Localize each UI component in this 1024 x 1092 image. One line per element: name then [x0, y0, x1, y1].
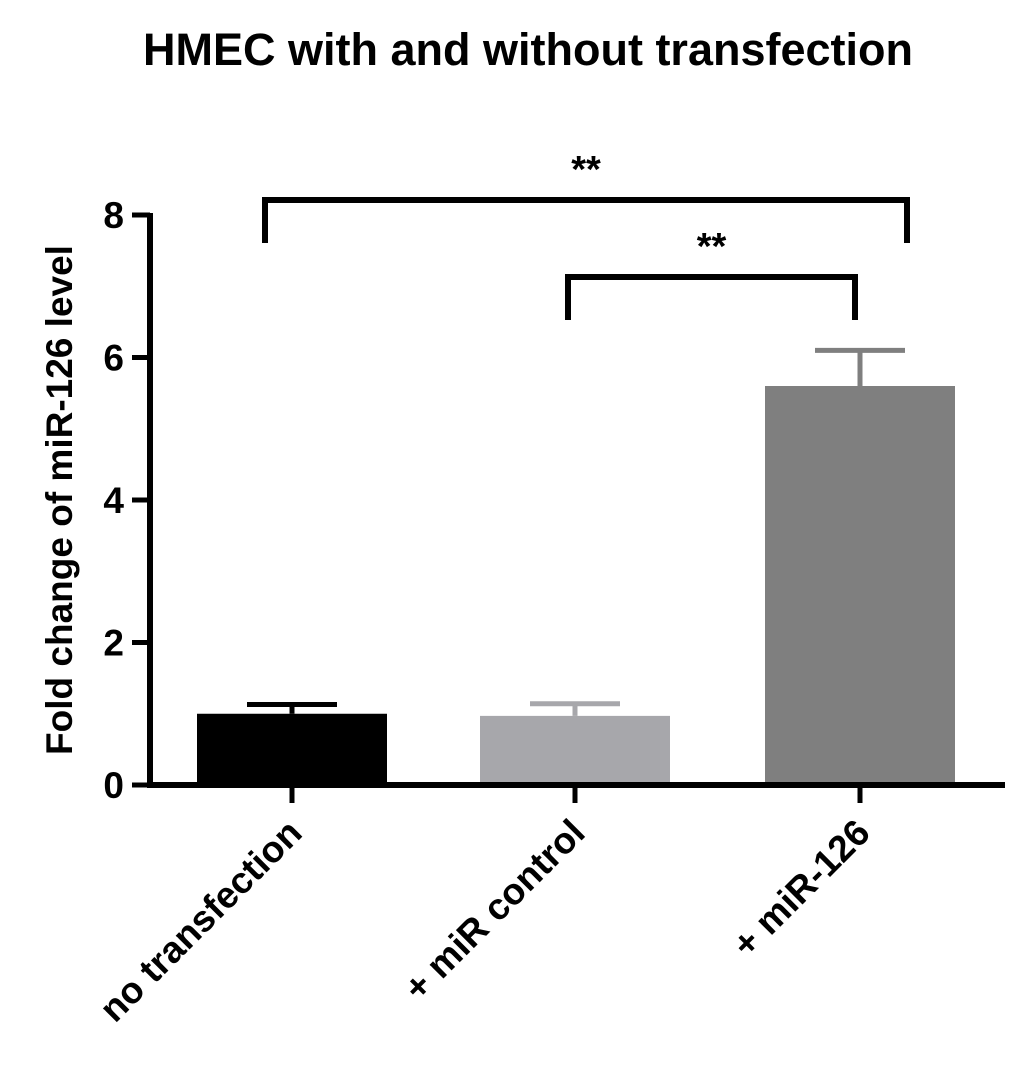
x-tick-label-2: + miR-126	[724, 812, 877, 965]
y-tick-label-3: 6	[103, 338, 124, 379]
y-tick-label-2: 4	[103, 480, 124, 521]
y-tick-label-1: 2	[103, 623, 124, 664]
y-tick-label-4: 8	[103, 195, 124, 236]
plot-area: 0 2 4 6 8 no transfection + miR control + miR-1…	[92, 149, 1005, 1030]
bar-3	[765, 386, 955, 785]
chart-title: HMEC with and without transfection	[143, 24, 913, 75]
y-axis-label: Fold change of miR-126 level	[39, 245, 80, 755]
significance-bracket-2	[565, 274, 858, 320]
x-tick-label-1: + miR control	[396, 812, 593, 1009]
bar-2	[480, 715, 670, 785]
significance-label-1: **	[571, 149, 601, 191]
y-tick-label-0: 0	[103, 765, 124, 806]
x-tick-label-0: no transfection	[92, 812, 310, 1030]
significance-bracket-1	[262, 197, 910, 243]
bar-1	[197, 713, 387, 785]
significance-label-2: **	[697, 226, 727, 268]
